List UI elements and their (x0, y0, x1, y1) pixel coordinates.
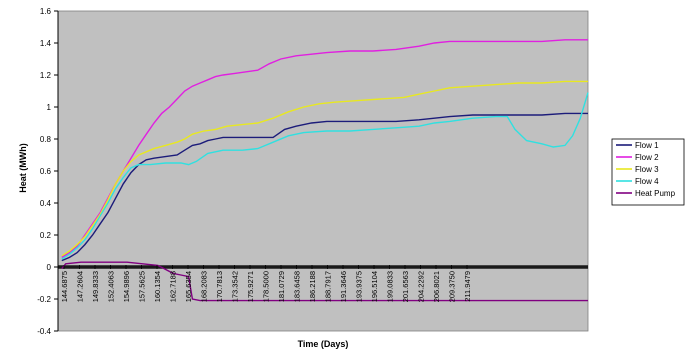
x-tick-label: 191.3646 (339, 271, 348, 302)
legend-entry: Flow 2 (635, 153, 659, 162)
x-tick-label: 157.5625 (138, 271, 147, 302)
x-tick-label: 206.8021 (432, 271, 441, 302)
x-tick-label: 181.0729 (277, 271, 286, 302)
y-tick-label: 0.2 (40, 231, 52, 240)
x-tick-label: 165.6354 (184, 271, 193, 302)
x-tick-label: 144.6875 (60, 271, 69, 302)
x-tick-label: 204.2292 (417, 271, 426, 302)
y-tick-label: -0.4 (37, 327, 51, 336)
x-tick-label: 160.1354 (153, 271, 162, 302)
legend: Flow 1 Flow 2 Flow 3 Flow 4 Heat Pump (611, 138, 685, 206)
x-tick-label: 193.9375 (355, 271, 364, 302)
x-axis: 144.6875 147.2604 149.8333 152.4063 154.9896… (60, 265, 472, 302)
y-tick-label: 0.4 (40, 199, 52, 208)
x-tick-label: 154.9896 (122, 271, 131, 302)
y-tick-label: 1.2 (40, 71, 52, 80)
y-tick-label: 0.8 (40, 135, 52, 144)
legend-entry: Flow 3 (635, 165, 659, 174)
x-tick-label: 175.9271 (246, 271, 255, 302)
y-tick-label: 1.4 (40, 39, 52, 48)
y-tick-label: 0 (47, 263, 52, 272)
x-tick-label: 183.6458 (293, 271, 302, 302)
series-line-flow-4 (61, 92, 589, 260)
x-tick-label: 162.7188 (169, 271, 178, 302)
x-tick-label: 209.3750 (448, 271, 457, 302)
x-tick-label: 168.2083 (200, 271, 209, 302)
x-tick-label: 199.0833 (386, 271, 395, 302)
legend-entry: Flow 4 (635, 177, 659, 186)
y-tick-label: 0.6 (40, 167, 52, 176)
x-tick-label: 170.7813 (215, 271, 224, 302)
x-tick-label: 152.4063 (107, 271, 116, 302)
x-tick-label: 178.5000 (262, 271, 271, 302)
plot-area (57, 10, 589, 332)
x-tick-label: 188.7917 (324, 271, 333, 302)
x-axis-label: Time (Days) (298, 339, 349, 349)
y-tick-label: 1 (47, 103, 52, 112)
legend-entry: Flow 1 (635, 141, 659, 150)
y-tick-label: -0.2 (37, 295, 51, 304)
x-tick-label: 201.6563 (401, 271, 410, 302)
x-tick-label: 173.3542 (231, 271, 240, 302)
x-tick-label: 186.2188 (308, 271, 317, 302)
y-axis: -0.4 -0.2 0 0.2 0.4 0.6 0.8 1 1.2 1.4 1.6 (37, 7, 59, 336)
series-line-heat-pump (61, 261, 588, 302)
series-layer (61, 39, 589, 302)
legend-box (611, 138, 685, 206)
x-tick-label: 149.8333 (91, 271, 100, 302)
legend-entry: Heat Pump (635, 189, 676, 198)
y-axis-label: Heat (MWh) (18, 143, 28, 193)
x-tick-label: 196.5104 (370, 271, 379, 302)
x-tick-label: 211.9479 (463, 271, 472, 302)
y-tick-label: 1.6 (40, 7, 52, 16)
x-tick-label: 147.2604 (76, 271, 85, 302)
series-line-flow-3 (61, 80, 588, 257)
series-line-flow-1 (61, 112, 588, 262)
